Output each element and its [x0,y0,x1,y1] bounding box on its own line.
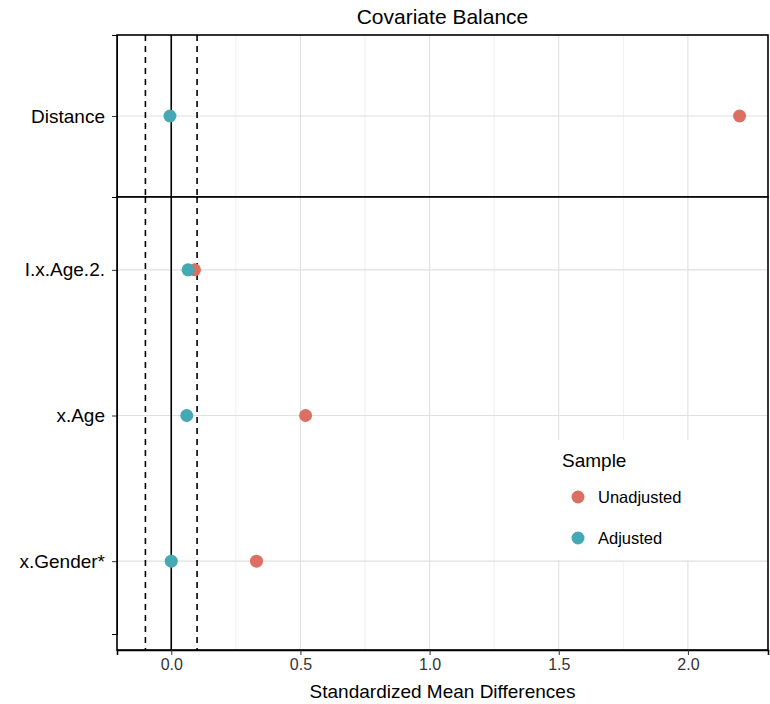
x-tick-mark [430,650,431,655]
point [250,555,263,568]
grid-line [171,197,172,650]
x-tick-mark [559,650,560,655]
x-axis: 0.0 0.5 1.0 1.5 2.0 [118,650,769,673]
x-tick-label: 1.5 [548,656,570,673]
y-tick-label: x.Gender* [19,551,105,572]
y-tick: Distance [31,106,117,127]
row-grid-line [117,269,768,270]
points [165,263,312,567]
x-tick-mark [171,650,172,655]
chart: Distance I.x.Age.2. x.Age x.Gender* 0.0 0.5 1.… [0,0,770,704]
legend-swatch [572,532,585,545]
minor-grid-line [494,197,495,650]
legend-label: Adjusted [598,529,662,547]
legend-title: Sample [562,450,626,471]
grid-line [558,197,559,650]
grid-line [300,197,301,650]
x-tick-label: 1.0 [419,656,441,673]
zero-line [170,197,172,650]
x-tick-mark [688,650,689,655]
legend-swatch [572,491,585,504]
panel-frame [117,197,768,650]
panel-frame [117,35,768,197]
minor-grid-line [623,197,624,650]
x-axis-line [118,651,769,656]
legend-background [555,440,705,560]
minor-grid-line [235,197,236,650]
point [182,263,195,276]
x-tick: 0.5 [290,650,312,673]
y-tick-label: Distance [31,106,105,127]
legend-label: Unadjusted [598,488,681,506]
legend: Sample Unadjusted Adjusted [555,440,705,560]
point [180,409,193,422]
point [299,409,312,422]
y-tick-label: x.Age [56,405,105,426]
x-tick-label: 0.5 [290,656,312,673]
x-tick: 1.5 [548,650,570,673]
x-tick-mark [300,650,301,655]
x-tick: 0.0 [161,650,183,673]
title: Covariate Balance [357,5,529,28]
y-axis: I.x.Age.2. x.Age x.Gender* [19,198,117,635]
point [163,110,176,123]
y-tick: x.Gender* [19,551,117,572]
points [163,110,746,123]
row-grid-line [117,415,768,416]
y-tick: x.Age [56,405,117,426]
x-tick-label: 2.0 [677,656,699,673]
panel-background [117,197,768,650]
threshold-line [145,35,147,197]
threshold-line [145,197,147,650]
x-tick-label: 0.0 [161,656,183,673]
point [165,555,178,568]
panel-background [117,35,768,197]
point [733,110,746,123]
x-axis-title: Standardized Mean Differences [310,681,576,702]
grid-line [687,197,688,650]
row-grid-line [117,561,768,562]
x-tick: 1.0 [419,650,441,673]
x-tick: 2.0 [677,650,699,673]
threshold-line [196,35,198,197]
minor-grid-line [365,197,366,650]
y-tick: I.x.Age.2. [25,259,117,280]
y-tick-label: I.x.Age.2. [25,259,105,280]
y-axis: Distance [31,36,117,198]
row-grid-line [117,115,768,116]
grid-line [429,197,430,650]
